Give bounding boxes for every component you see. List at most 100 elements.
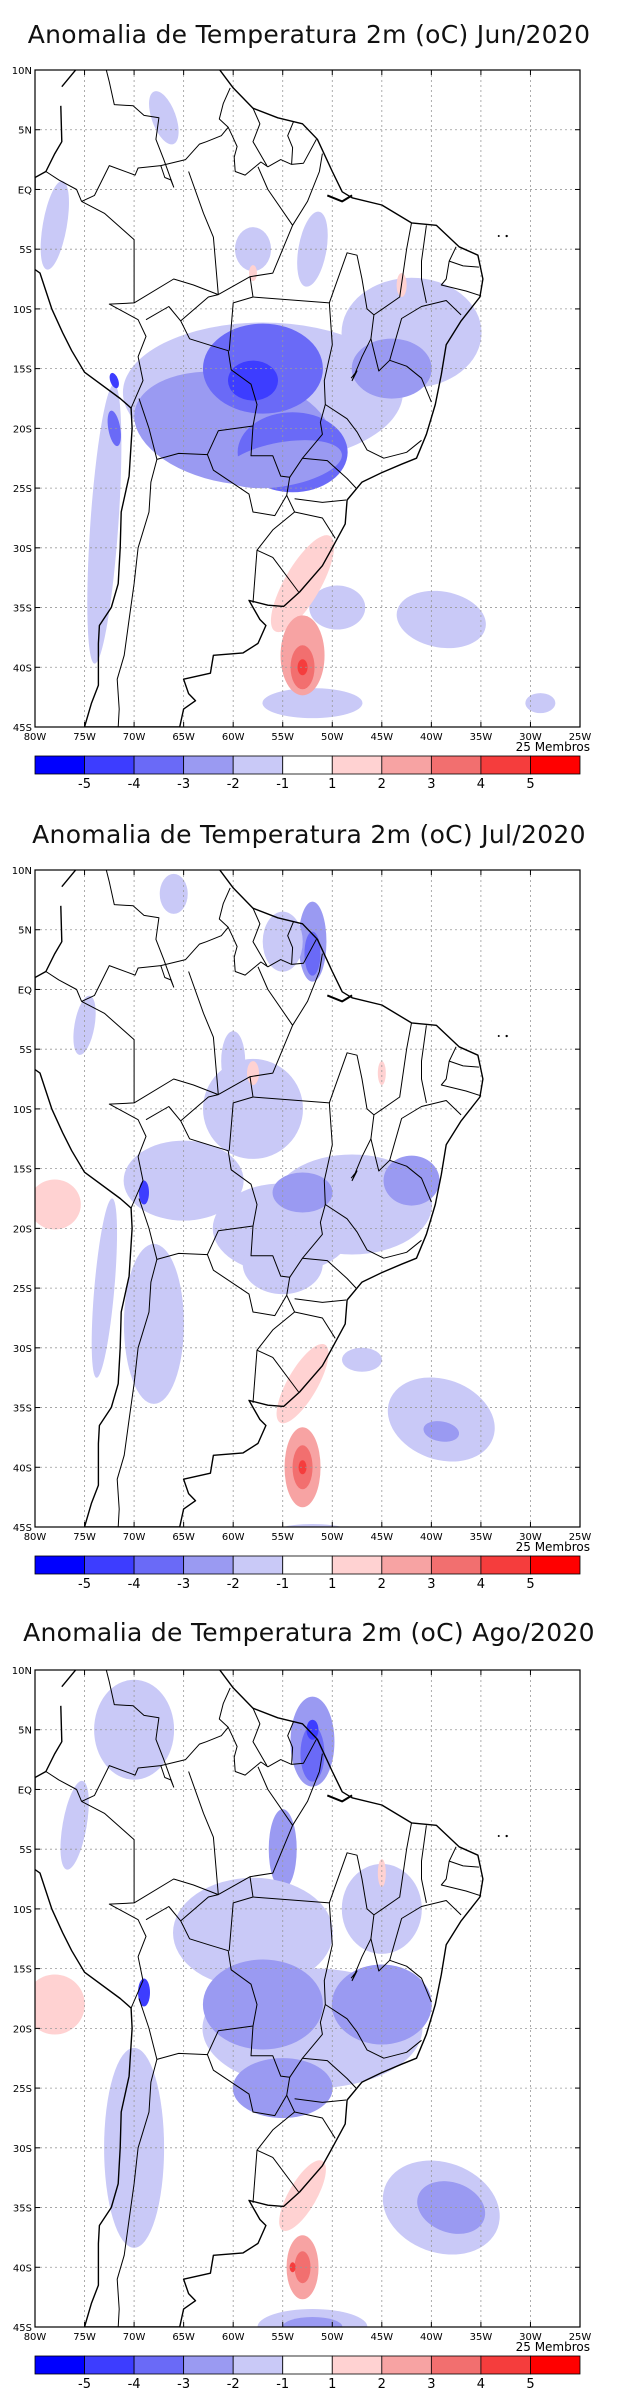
y-tick-label: 40S [13,2263,32,2274]
y-tick-label: EQ [18,985,32,996]
island [505,234,508,238]
country-border [328,252,375,316]
colorbar-swatch [480,2355,531,2375]
island [505,1034,508,1038]
members-label: 25 Membros [515,2340,590,2354]
colorbar-swatch [331,755,383,775]
country-border [250,1225,291,1296]
country-border [257,166,294,226]
x-tick-label: 75W [73,732,96,743]
country-border [440,246,482,297]
geography [35,1670,508,2327]
colorbar-label: 1 [328,1577,336,1592]
colorbar-swatch [430,1555,482,1575]
colorbar-swatch [133,2355,185,2375]
x-tick-label: 25W [569,2332,592,2343]
country-border [373,1022,412,1116]
x-tick-label: 55W [271,2332,294,2343]
x-tick-label: 35W [470,732,493,743]
coastline [35,870,484,1527]
colorbar-label: 1 [328,777,336,792]
anomaly-area [282,2317,343,2327]
country-border [440,1846,482,1897]
anomaly-area [91,1198,118,1378]
colorbar-label: 4 [477,2377,485,2392]
country-border [328,1052,375,1116]
colorbar-swatch [331,1555,383,1575]
geography [35,70,508,727]
anomaly-area [87,384,122,664]
anomaly-area [377,1859,386,1888]
country-border [449,1060,479,1068]
country-border [81,870,175,1002]
country-border [116,2059,158,2327]
colorbar-label: -5 [78,1577,91,1592]
anomaly-area [123,1243,184,1404]
anomaly-area [279,2160,326,2231]
anomaly-area [309,585,366,630]
island [505,1834,508,1838]
colorbar-label: -2 [227,1577,240,1592]
anomaly-area [107,410,121,447]
colorbar-swatch [381,1555,432,1575]
x-tick-label: 70W [123,2332,146,2343]
country-border [188,171,219,295]
geography [35,870,508,1527]
country-border [81,1670,175,1802]
colorbar-swatch [84,2355,135,2375]
country-border [302,2057,357,2089]
anomaly-area [232,2058,333,2119]
y-tick-label: 20S [13,2024,32,2035]
members-label: 25 Membros [515,1540,590,1554]
x-tick-label: 25W [569,732,592,743]
country-border [81,1800,147,2009]
country-border [133,1078,219,1104]
country-border [350,338,372,382]
country-border [256,1295,300,1393]
y-tick-label: 45S [13,1523,32,1534]
country-border [257,1766,294,1826]
x-tick-label: 45W [371,1532,394,1543]
country-border [206,2054,288,2117]
colorbar-label: -5 [78,777,91,792]
y-tick-label: 45S [13,723,32,734]
colorbar-swatch [183,2355,234,2375]
x-tick-label: 30W [519,732,542,743]
x-tick-label: 45W [371,2332,394,2343]
y-tick-label: 5N [18,126,32,137]
country-border [449,260,479,268]
country-border [138,1106,258,1260]
x-tick-label: 35W [470,1532,493,1543]
country-border [294,498,347,503]
y-tick-label: 30S [13,544,32,555]
coastline [35,70,484,727]
coastline [326,194,353,203]
coastline [35,1670,484,2327]
colorbar-label: -1 [276,1577,289,1592]
country-border [133,1878,219,1904]
country-border [133,278,219,304]
anomaly-area [387,1377,495,1462]
colorbar-swatch [430,2355,482,2375]
country-border [45,971,83,1002]
y-tick-label: 10N [12,1666,32,1677]
anomaly-area [139,1180,149,1205]
anomaly-area [159,873,188,914]
country-border [252,907,268,966]
colorbar-swatch [183,1555,234,1575]
country-border [389,300,462,361]
map-panel-jul: Anomalia de Temperatura 2m (oC) Jul/2020… [0,800,618,1600]
anomaly-area [342,1347,382,1372]
anomaly-area [306,1719,319,1740]
y-tick-label: 45S [13,2323,32,2334]
map-panel-ago: Anomalia de Temperatura 2m (oC) Ago/2020… [0,1600,618,2400]
anomaly-area [276,1343,329,1424]
country-border [206,1254,288,1317]
x-tick-label: 50W [321,1532,344,1543]
x-tick-label: 80W [24,2332,47,2343]
country-border [325,1204,422,1259]
x-tick-label: 55W [271,732,294,743]
anomaly-area [242,1234,323,1295]
colorbar-label: 2 [378,777,386,792]
